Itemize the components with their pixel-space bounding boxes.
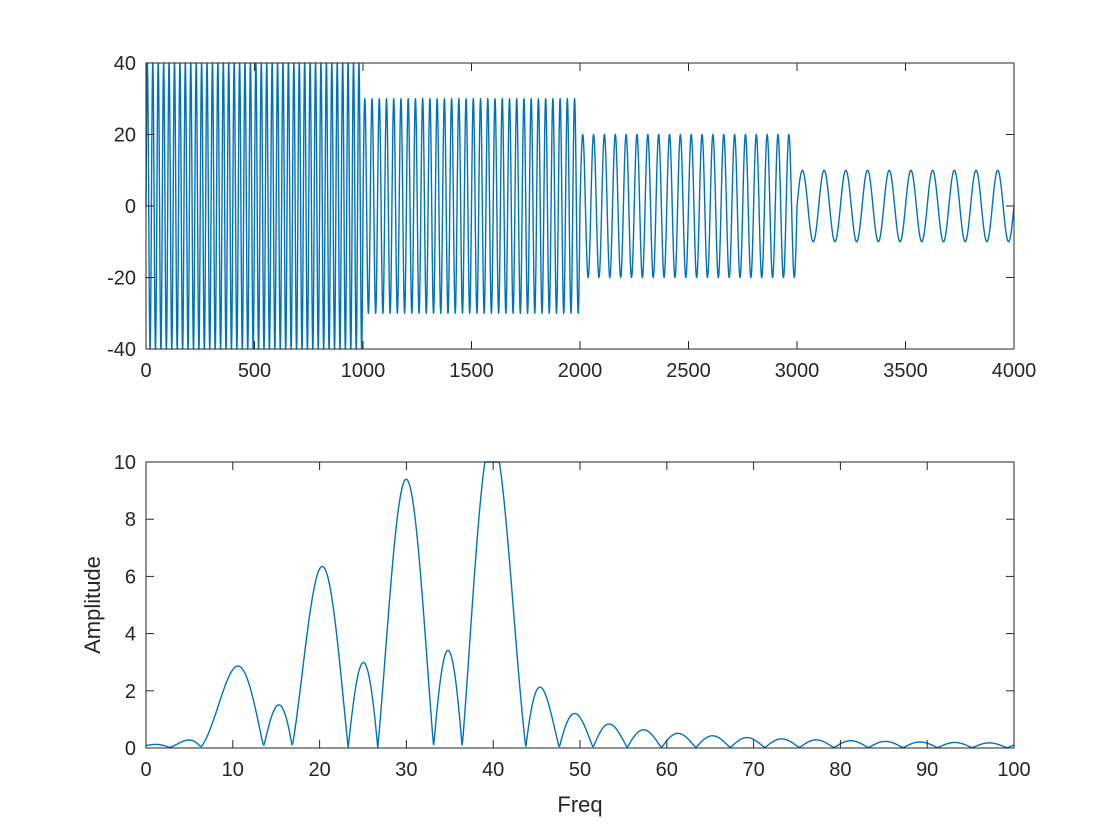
time-signal-x-tick-label: 0 (140, 360, 151, 382)
time-signal-y-tick-label: 40 (114, 53, 136, 75)
time-signal-y-tick-label: 20 (114, 125, 136, 147)
time-signal-series (145, 62, 1015, 350)
spectrum-x-tick-label: 80 (829, 759, 851, 781)
time-signal-y-ticks: -40 -20 0 20 40 (107, 53, 1014, 361)
spectrum-x-tick-label: 30 (395, 759, 417, 781)
spectrum-x-tick-label: 100 (997, 759, 1030, 781)
time-signal-y-tick-label: 0 (125, 196, 136, 218)
spectrum-y-tick-label: 8 (125, 509, 136, 531)
spectrum-x-tick-label: 90 (916, 759, 938, 781)
spectrum-x-ticks: 0 10 20 30 40 50 60 70 80 90 100 (140, 462, 1031, 781)
spectrum-y-tick-label: 10 (114, 452, 136, 474)
spectrum-x-tick-label: 0 (140, 759, 151, 781)
spectrum-y-tick-label: 4 (125, 624, 136, 646)
spectrum-line (145, 461, 1015, 749)
spectrum-x-tick-label: 10 (222, 759, 244, 781)
time-signal-x-tick-label: 2000 (558, 360, 603, 382)
time-signal-x-tick-label: 1000 (341, 360, 386, 382)
spectrum-x-axis-label: Freq (557, 792, 602, 817)
spectrum-x-tick-label: 50 (569, 759, 591, 781)
time-signal-x-tick-label: 3000 (775, 360, 820, 382)
time-signal-x-tick-label: 2500 (666, 360, 711, 382)
spectrum-x-tick-label: 20 (308, 759, 330, 781)
time-signal-axes: 0 500 1000 1500 2000 2500 3000 3500 4000 -40-200… (107, 53, 1036, 382)
spectrum-series (145, 461, 1015, 749)
spectrum-x-tick-label: 60 (656, 759, 678, 781)
spectrum-x-tick-label: 40 (482, 759, 504, 781)
time-signal-x-tick-label: 3500 (883, 360, 928, 382)
time-signal-line (145, 62, 1015, 350)
time-signal-x-ticks: 0 500 1000 1500 2000 2500 3000 3500 4000 (140, 63, 1036, 382)
spectrum-y-tick-label: 6 (125, 566, 136, 588)
spectrum-y-ticks: 0 2 4 6 8 10 (114, 452, 1014, 760)
time-signal-x-tick-label: 1500 (449, 360, 494, 382)
time-signal-y-tick-label: -40 (107, 339, 136, 361)
spectrum-y-tick-label: 2 (125, 681, 136, 703)
time-signal-y-tick-label: -20 (107, 268, 136, 290)
spectrum-y-tick-label: 0 (125, 738, 136, 760)
time-signal-x-tick-label: 500 (238, 360, 271, 382)
time-signal-x-tick-label: 4000 (992, 360, 1037, 382)
spectrum-axes: 0 10 20 30 40 50 60 70 80 90 100 0 2 4 6 8 10 Freq Ampl… (80, 452, 1031, 817)
spectrum-y-axis-label: Amplitude (80, 556, 105, 654)
spectrum-x-tick-label: 70 (742, 759, 764, 781)
